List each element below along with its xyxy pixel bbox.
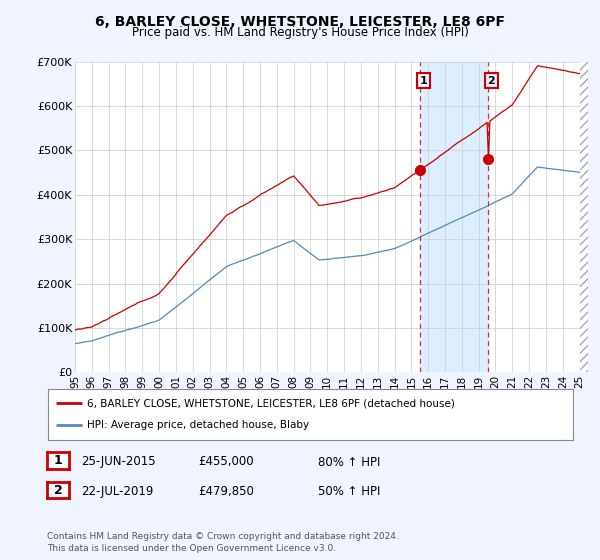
- Text: 1: 1: [419, 76, 427, 86]
- Text: 22-JUL-2019: 22-JUL-2019: [81, 484, 154, 498]
- Bar: [420, 62, 488, 372]
- Text: 2: 2: [487, 76, 495, 86]
- Text: 1: 1: [54, 454, 62, 468]
- Text: 6, BARLEY CLOSE, WHETSTONE, LEICESTER, LE8 6PF (detached house): 6, BARLEY CLOSE, WHETSTONE, LEICESTER, L…: [88, 398, 455, 408]
- Text: Price paid vs. HM Land Registry's House Price Index (HPI): Price paid vs. HM Land Registry's House …: [131, 26, 469, 39]
- Text: HPI: Average price, detached house, Blaby: HPI: Average price, detached house, Blab…: [88, 421, 310, 431]
- Text: 2: 2: [54, 483, 62, 497]
- Text: 50% ↑ HPI: 50% ↑ HPI: [318, 484, 380, 498]
- Text: Contains HM Land Registry data © Crown copyright and database right 2024.
This d: Contains HM Land Registry data © Crown c…: [47, 532, 399, 553]
- Text: 80% ↑ HPI: 80% ↑ HPI: [318, 455, 380, 469]
- Text: 6, BARLEY CLOSE, WHETSTONE, LEICESTER, LE8 6PF: 6, BARLEY CLOSE, WHETSTONE, LEICESTER, L…: [95, 15, 505, 29]
- Text: 25-JUN-2015: 25-JUN-2015: [81, 455, 155, 469]
- Text: £455,000: £455,000: [198, 455, 254, 469]
- Bar: [580, 62, 596, 372]
- Text: £479,850: £479,850: [198, 484, 254, 498]
